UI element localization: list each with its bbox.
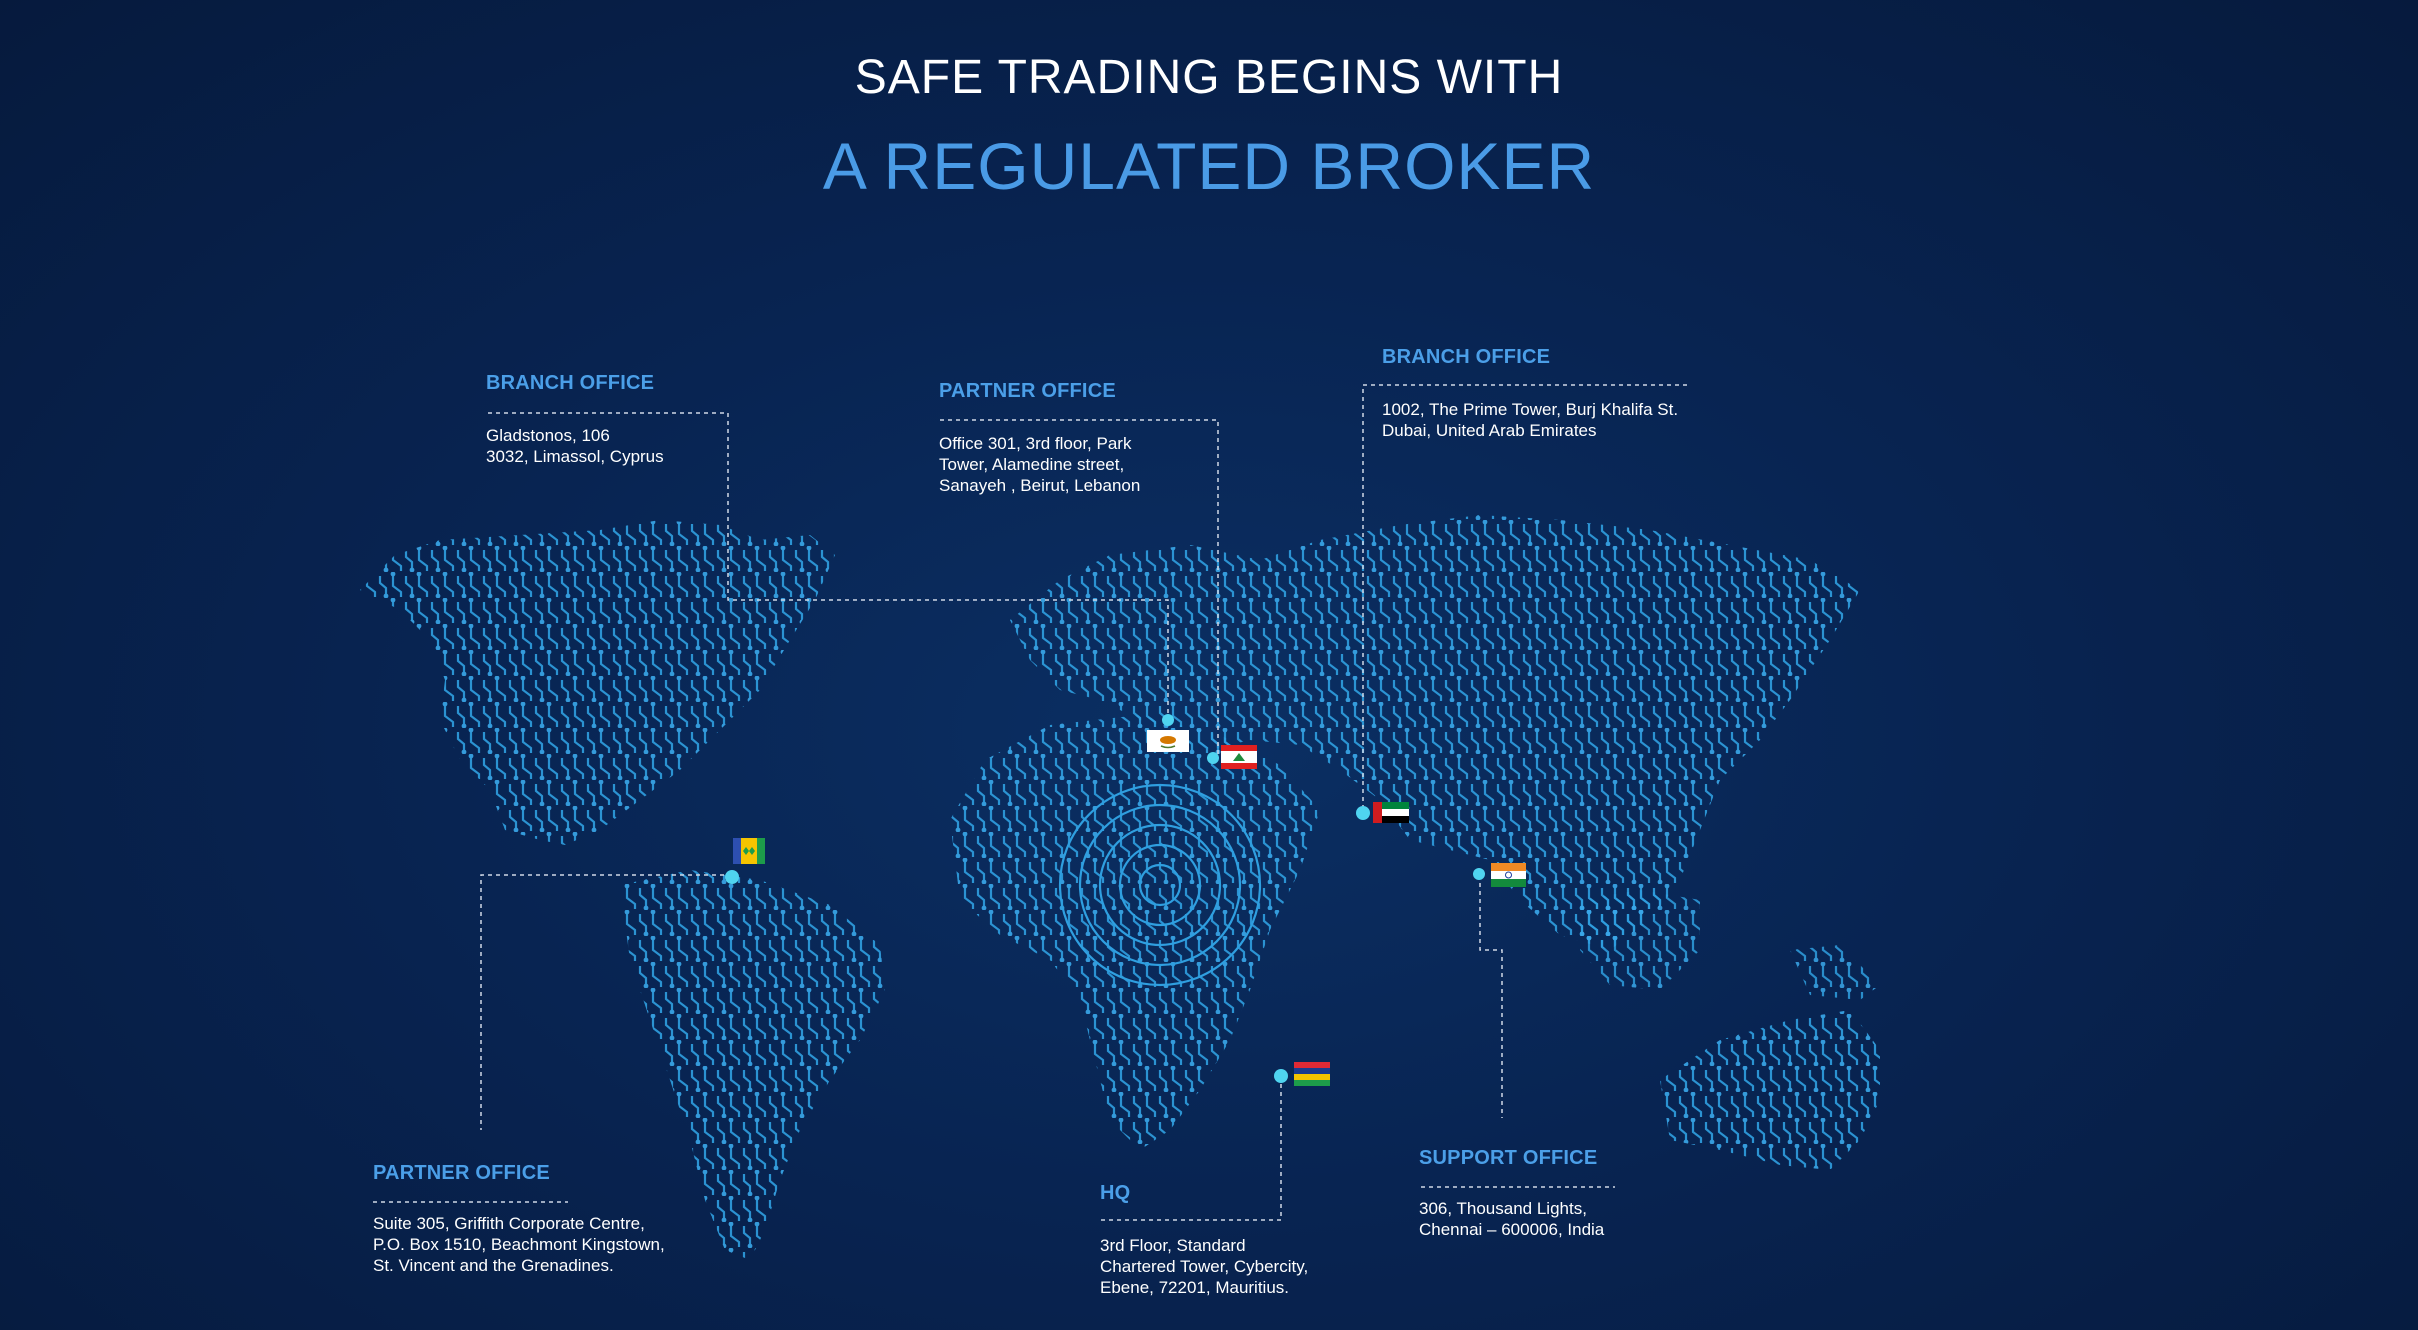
southeast-asia-shape — [1580, 890, 1700, 990]
north-america-shape — [360, 520, 835, 845]
office-dubai-title: BRANCH OFFICE — [1382, 346, 1551, 368]
south-america-shape — [620, 870, 885, 1260]
address-line: Office 301, 3rd floor, Park — [939, 434, 1132, 453]
address-line: Ebene, 72201, Mauritius. — [1100, 1278, 1290, 1297]
office-mauritius-title: HQ — [1100, 1182, 1131, 1204]
india-flag-icon — [1491, 863, 1526, 887]
address-line: Tower, Alamedine street, — [939, 455, 1125, 474]
office-saint-vincent-address: Suite 305, Griffith Corporate Centre, P.… — [373, 1213, 665, 1276]
office-cyprus: BRANCH OFFICE Gladstonos, 106 3032, Lima… — [486, 372, 664, 467]
office-cyprus-address: Gladstonos, 106 3032, Limassol, Cyprus — [486, 425, 664, 467]
address-line: Sanayeh , Beirut, Lebanon — [939, 476, 1141, 495]
new-zealand-shape — [1790, 945, 1880, 1000]
address-line: Dubai, United Arab Emirates — [1382, 421, 1597, 440]
connector-dubai — [1362, 384, 1687, 812]
continents — [360, 515, 1880, 1260]
address-line: 3032, Limassol, Cyprus — [486, 447, 664, 466]
marker-saint-vincent — [725, 870, 739, 884]
address-line: 306, Thousand Lights, — [1419, 1199, 1587, 1218]
address-line: St. Vincent and the Grenadines. — [373, 1256, 614, 1275]
connector-cyprus — [488, 412, 1169, 720]
address-line: Chartered Tower, Cybercity, — [1100, 1257, 1309, 1276]
office-cyprus-title: BRANCH OFFICE — [486, 372, 655, 394]
address-line: 3rd Floor, Standard — [1100, 1236, 1246, 1255]
office-lebanon-address: Office 301, 3rd floor, Park Tower, Alame… — [939, 433, 1140, 496]
headline-line-2: A REGULATED BROKER — [822, 129, 1596, 203]
marker-mauritius — [1274, 1069, 1288, 1083]
flags — [733, 730, 1526, 1086]
office-lebanon-title: PARTNER OFFICE — [939, 380, 1116, 402]
address-line: Gladstonos, 106 — [486, 426, 610, 445]
africa-shape — [950, 715, 1320, 1150]
marker-india — [1473, 868, 1485, 880]
australia-shape — [1660, 1010, 1880, 1170]
office-dubai-address: 1002, The Prime Tower, Burj Khalifa St. … — [1382, 399, 1678, 441]
lebanon-flag-icon — [1221, 745, 1257, 769]
headline-line-1: SAFE TRADING BEGINS WITH — [854, 51, 1564, 104]
office-mauritius-address: 3rd Floor, Standard Chartered Tower, Cyb… — [1100, 1235, 1308, 1298]
marker-cyprus — [1162, 714, 1174, 726]
mauritius-flag-icon — [1294, 1062, 1330, 1086]
address-line: 1002, The Prime Tower, Burj Khalifa St. — [1382, 400, 1679, 419]
marker-lebanon — [1207, 752, 1219, 764]
office-saint-vincent: PARTNER OFFICE Suite 305, Griffith Corpo… — [373, 1162, 665, 1276]
office-india: SUPPORT OFFICE 306, Thousand Lights, Che… — [1419, 1147, 1604, 1240]
office-lebanon: PARTNER OFFICE Office 301, 3rd floor, Pa… — [939, 380, 1140, 496]
office-dubai: BRANCH OFFICE 1002, The Prime Tower, Bur… — [1382, 346, 1678, 441]
office-india-title: SUPPORT OFFICE — [1419, 1147, 1598, 1169]
address-line: Suite 305, Griffith Corporate Centre, — [373, 1214, 645, 1233]
location-markers — [725, 714, 1485, 1083]
saint-vincent-flag-icon — [733, 838, 765, 864]
cyprus-flag-icon — [1147, 730, 1189, 752]
address-line: Chennai – 600006, India — [1419, 1220, 1605, 1239]
connector-india — [1479, 875, 1503, 1118]
africa-spiral — [1058, 783, 1262, 987]
address-line: P.O. Box 1510, Beachmont Kingstown, — [373, 1235, 665, 1254]
marker-dubai — [1356, 806, 1370, 820]
eurasia-shape — [1010, 515, 1860, 950]
connector-mauritius — [1100, 1076, 1282, 1221]
connector-saint-vincent — [480, 874, 732, 1130]
office-india-address: 306, Thousand Lights, Chennai – 600006, … — [1419, 1198, 1604, 1240]
connector-lines — [373, 384, 1687, 1221]
uae-flag-icon — [1373, 802, 1409, 823]
office-saint-vincent-title: PARTNER OFFICE — [373, 1162, 550, 1184]
office-mauritius: HQ 3rd Floor, Standard Chartered Tower, … — [1100, 1182, 1308, 1298]
